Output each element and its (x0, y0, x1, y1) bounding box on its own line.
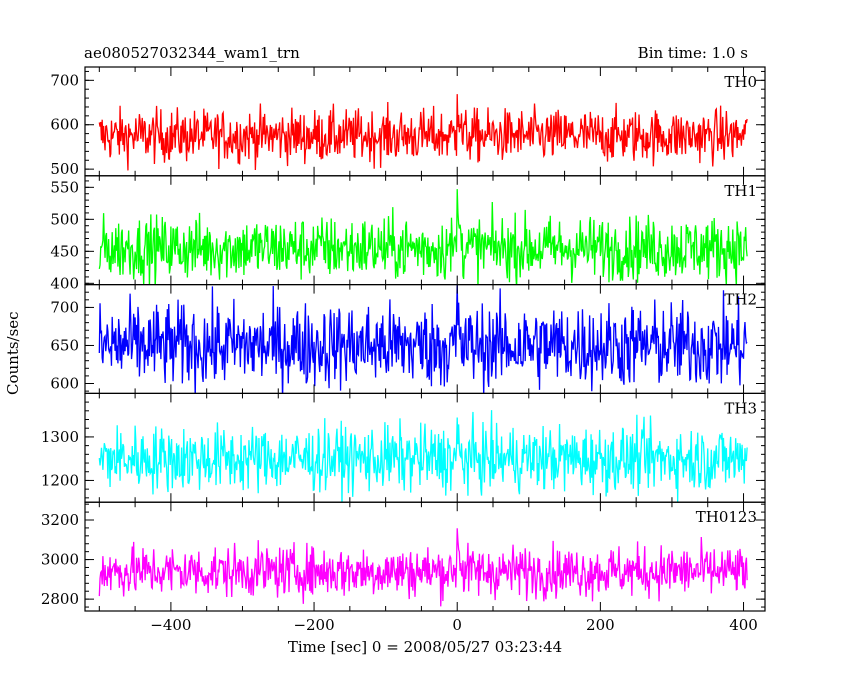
panel-frame-th0123 (84, 501, 766, 612)
y-tick-label: 1200 (41, 471, 79, 489)
series-line-th3 (98, 410, 748, 503)
panel-label-th3: TH3 (724, 399, 757, 417)
panel-label-th0: TH0 (724, 73, 757, 91)
x-tick-label: −200 (293, 616, 334, 634)
x-tick-label: 0 (452, 616, 462, 634)
y-tick-label: 1300 (41, 428, 79, 446)
y-tick-label: 2800 (41, 590, 79, 608)
series-line-th2 (98, 284, 748, 394)
y-tick-label: 400 (50, 274, 79, 292)
x-tick-label: 200 (586, 616, 615, 634)
y-axis-label: Counts/sec (4, 311, 22, 395)
y-tick-label: 550 (50, 178, 79, 196)
y-tick-label: 700 (50, 71, 79, 89)
y-tick-label: 600 (50, 375, 79, 393)
y-tick-label: 700 (50, 298, 79, 316)
panel-label-th2: TH2 (724, 291, 757, 309)
bin-time-label: Bin time: 1.0 s (637, 44, 748, 62)
y-tick-label: 650 (50, 336, 79, 354)
x-axis-label: Time [sec] 0 = 2008/05/27 03:23:44 (287, 638, 563, 656)
x-tick-label: 400 (729, 616, 758, 634)
x-tick-label: −400 (150, 616, 191, 634)
y-tick-label: 600 (50, 116, 79, 134)
y-tick-label: 500 (50, 210, 79, 228)
chart-title: ae080527032344_wam1_trn (84, 44, 300, 62)
y-tick-label: 3000 (41, 551, 79, 569)
y-tick-label: 3200 (41, 511, 79, 529)
series-line-th0 (98, 94, 748, 171)
series-line-th0123 (98, 528, 748, 607)
panel-label-th1: TH1 (724, 182, 757, 200)
y-tick-label: 500 (50, 160, 79, 178)
panel-label-th0123: TH0123 (696, 508, 757, 526)
series-line-th1 (98, 189, 748, 285)
y-tick-label: 450 (50, 242, 79, 260)
